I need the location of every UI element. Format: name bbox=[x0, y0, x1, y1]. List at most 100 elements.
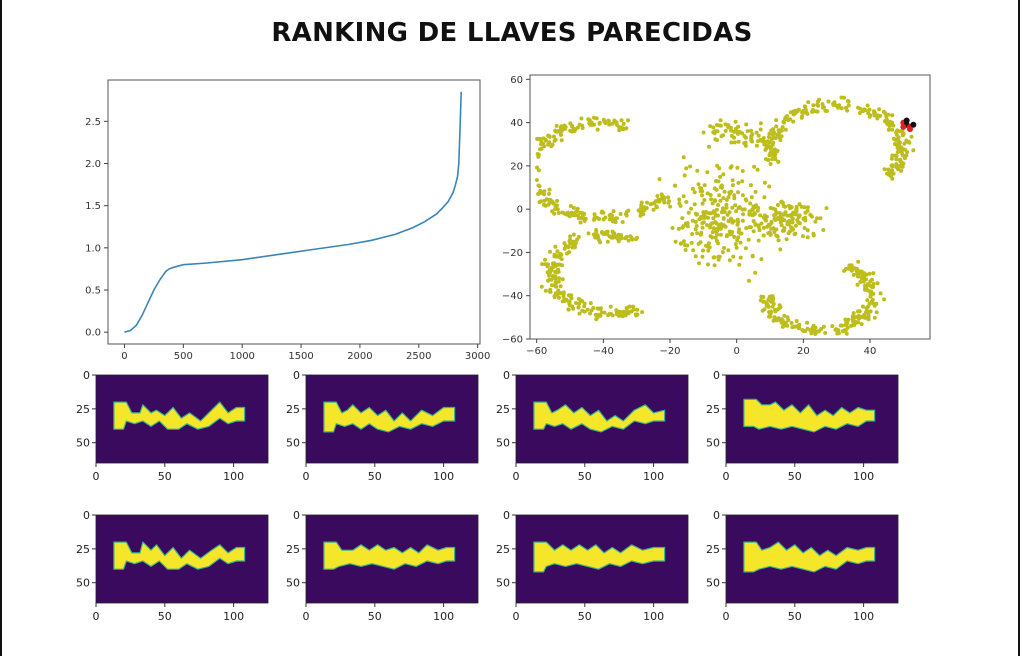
scatter-point bbox=[692, 190, 697, 195]
scatter-point bbox=[619, 233, 624, 238]
scatter-point bbox=[682, 173, 687, 178]
scatter-point bbox=[864, 306, 869, 311]
y-tick-label: 25 bbox=[286, 403, 300, 416]
page-title: RANKING DE LLAVES PARECIDAS bbox=[271, 18, 753, 48]
scatter-point bbox=[754, 143, 759, 148]
scatter-point bbox=[688, 164, 693, 169]
scatter-point bbox=[659, 192, 664, 197]
scatter-point bbox=[748, 201, 753, 206]
y-tick-label: 0 bbox=[517, 205, 523, 216]
y-tick-label: 25 bbox=[706, 543, 720, 556]
scatter-point bbox=[697, 261, 701, 266]
scatter-point bbox=[758, 298, 763, 303]
scatter-point bbox=[778, 247, 783, 252]
highlight-point bbox=[903, 117, 910, 124]
scatter-point bbox=[725, 233, 730, 238]
scatter-point bbox=[549, 268, 554, 273]
scatter-point bbox=[568, 234, 573, 239]
scatter-point bbox=[866, 311, 871, 316]
scatter-point bbox=[555, 198, 560, 203]
scatter-point bbox=[797, 322, 802, 327]
scatter-point bbox=[552, 261, 557, 266]
scatter-point bbox=[762, 180, 767, 185]
scatter-point bbox=[696, 182, 701, 187]
scatter-point bbox=[554, 123, 559, 128]
scatter-point bbox=[736, 235, 741, 240]
scatter-point bbox=[897, 164, 902, 169]
scatter-point bbox=[706, 248, 711, 253]
scatter-point bbox=[882, 167, 887, 172]
scatter-point bbox=[619, 118, 624, 123]
y-tick-label: 50 bbox=[706, 577, 720, 590]
scatter-point bbox=[718, 174, 723, 179]
scatter-point bbox=[607, 122, 612, 127]
scatter-point bbox=[875, 116, 880, 121]
scatter-point bbox=[823, 108, 828, 113]
scatter-point bbox=[775, 148, 780, 153]
scatter-point bbox=[819, 327, 824, 331]
scatter-point bbox=[904, 153, 909, 158]
y-tick-label: 2.5 bbox=[85, 117, 101, 128]
key-silhouette bbox=[743, 541, 876, 573]
thumbnail: 0 50 100 0 25 50 bbox=[496, 509, 689, 623]
scatter-point bbox=[648, 202, 653, 207]
scatter-point bbox=[785, 323, 790, 328]
scatter-point bbox=[560, 277, 565, 282]
scatter-point bbox=[744, 198, 749, 203]
scatter-point bbox=[589, 308, 594, 313]
scatter-point bbox=[743, 135, 748, 140]
x-tick-label: 100 bbox=[853, 470, 874, 483]
y-tick-label: 0 bbox=[293, 369, 300, 382]
scatter-point bbox=[890, 168, 894, 173]
scatter-point bbox=[583, 216, 588, 221]
scatter-point bbox=[782, 313, 787, 318]
scatter-point bbox=[547, 273, 551, 278]
scatter-point bbox=[662, 200, 667, 205]
scatter-point bbox=[891, 171, 896, 176]
scatter-point bbox=[720, 208, 725, 213]
scatter-point bbox=[820, 102, 825, 107]
x-tick-label: 3000 bbox=[465, 351, 490, 362]
scatter-point bbox=[802, 205, 807, 210]
scatter-point bbox=[724, 202, 729, 207]
y-tick-label: 50 bbox=[496, 437, 510, 450]
x-tick-label: 50 bbox=[788, 610, 802, 623]
scatter-point bbox=[713, 220, 718, 225]
scatter-point bbox=[780, 125, 785, 130]
scatter-point bbox=[718, 198, 723, 203]
scatter-point bbox=[896, 139, 901, 144]
scatter-point bbox=[539, 284, 544, 289]
scatter-point bbox=[805, 235, 810, 240]
scatter-point bbox=[721, 196, 726, 201]
x-tick-label: 0 bbox=[93, 610, 100, 623]
scatter-point bbox=[736, 139, 741, 144]
scatter-point bbox=[872, 111, 877, 116]
x-tick-label: 100 bbox=[643, 610, 664, 623]
scatter-point bbox=[813, 325, 818, 330]
scatter-point bbox=[858, 279, 863, 284]
scatter-point bbox=[799, 204, 804, 209]
x-tick-label: 1500 bbox=[288, 351, 313, 362]
scatter-point bbox=[614, 309, 619, 314]
scatter-point bbox=[610, 121, 615, 126]
scatter-point bbox=[902, 141, 907, 146]
scatter-point bbox=[811, 109, 816, 114]
scatter-point bbox=[877, 107, 882, 112]
scatter-point bbox=[726, 248, 731, 253]
y-tick-label: 25 bbox=[706, 403, 720, 416]
scatter-point bbox=[775, 318, 780, 322]
scatter-point bbox=[626, 238, 631, 243]
scatter-point bbox=[796, 107, 801, 112]
scatter-point bbox=[561, 294, 566, 299]
scatter-point bbox=[896, 135, 901, 140]
scatter-point bbox=[744, 122, 749, 127]
scatter-point bbox=[631, 307, 636, 312]
thumbnail: 0 50 100 0 25 50 bbox=[286, 369, 479, 483]
scatter-point bbox=[721, 216, 726, 221]
scatter-point bbox=[587, 118, 592, 123]
key-silhouette bbox=[323, 401, 456, 433]
scatter-point bbox=[724, 205, 729, 210]
scatter-point bbox=[685, 221, 690, 226]
